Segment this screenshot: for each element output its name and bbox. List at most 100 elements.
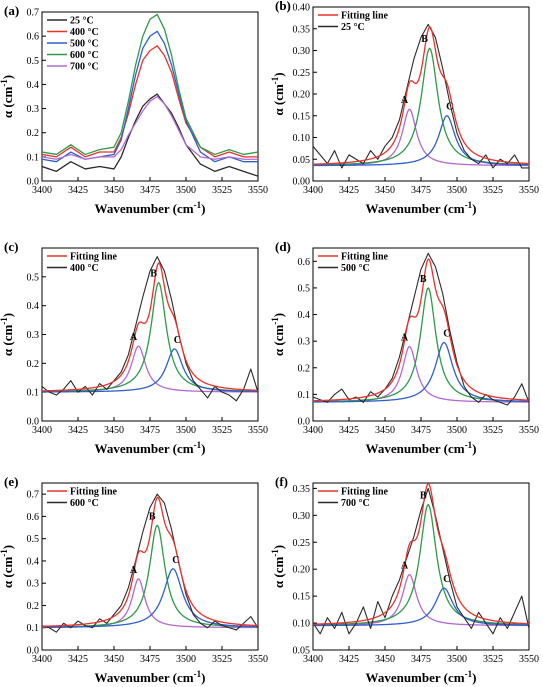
y-axis-label-sup: -1: [270, 76, 280, 84]
peak-label: C: [172, 555, 179, 566]
y-axis-label-close: ): [0, 313, 15, 317]
y-axis-label: α (cm-1): [270, 72, 286, 115]
measured-line: [313, 23, 529, 169]
y-tick-label: 0.40: [293, 3, 311, 14]
y-tick-label: 0.4: [298, 310, 311, 321]
legend-label: 25 °C: [70, 16, 94, 27]
peak-label: C: [443, 328, 450, 339]
panel-label: (a): [4, 3, 19, 18]
legend-label: 500 °C: [70, 39, 99, 50]
x-axis-label: Wavenumber (cm-1): [95, 200, 206, 216]
x-tick-label: 3525: [483, 185, 503, 196]
x-tick-label: 3475: [411, 185, 431, 196]
x-tick-label: 3475: [140, 185, 160, 196]
y-axis-label: α (cm-1): [270, 313, 286, 356]
y-axis-label: α (cm-1): [0, 75, 15, 118]
panel-b: 3400 3425 3450 3475 3500 3525 3550 0.00 0.05 0.10…: [270, 0, 539, 216]
panel-label: (c): [4, 239, 18, 254]
x-tick-label: 3525: [212, 185, 232, 196]
x-tick-label: 3400: [303, 185, 323, 196]
x-tick-label: 3525: [483, 654, 503, 665]
y-tick-label: 0.15: [293, 592, 311, 603]
peak-A-curve: [42, 578, 258, 629]
y-axis-label: α (cm-1): [0, 545, 15, 588]
y-tick-label: 0.00: [293, 177, 311, 188]
y-axis-label-sup: -1: [0, 549, 9, 557]
y-tick-label: 0.2: [27, 128, 40, 139]
measured-line: [42, 256, 258, 402]
x-tick-label: 3450: [104, 185, 124, 196]
y-tick-label: 0.0: [27, 417, 40, 428]
x-axis-label-close: ): [472, 201, 476, 216]
y-tick-label: 0.25: [293, 68, 311, 79]
plot-data: [42, 256, 258, 402]
x-tick-label: 3425: [339, 654, 359, 665]
x-axis-label-text: Wavenumber (cm: [366, 441, 465, 456]
panel-label: (e): [4, 474, 18, 489]
x-axis-label-text: Wavenumber (cm: [95, 441, 194, 456]
x-tick-label: 3475: [411, 425, 431, 436]
x-axis-label: Wavenumber (cm-1): [366, 440, 477, 456]
legend-label: Fitting line: [341, 487, 389, 498]
x-tick-label: 3425: [68, 425, 88, 436]
y-tick-label: 0.6: [27, 512, 40, 523]
x-axis-label-sup: -1: [194, 669, 202, 679]
x-axis-label-sup: -1: [465, 200, 473, 210]
peak-C-curve: [313, 341, 529, 403]
y-tick-label: 0.5: [298, 283, 311, 294]
y-tick-label: 0.05: [293, 646, 311, 657]
panel-label: (f): [275, 474, 288, 489]
peak-B-curve: [313, 504, 529, 626]
y-axis-label-text: α (cm: [271, 84, 286, 116]
y-tick-label: 0.6: [298, 257, 311, 268]
fit-line: [42, 496, 258, 627]
peak-label: A: [130, 565, 138, 576]
legend-label: 25 °C: [341, 22, 365, 33]
y-tick-label: 0.30: [293, 511, 311, 522]
x-tick-label: 3425: [339, 185, 359, 196]
x-axis-label-sup: -1: [194, 200, 202, 210]
panel-label: (b): [275, 0, 291, 13]
panel-f: 3400 3425 3450 3475 3500 3525 3550 0.05 0.10 0.15…: [270, 474, 539, 685]
legend-label: 700 °C: [70, 62, 99, 73]
x-tick-label: 3475: [411, 654, 431, 665]
x-axis-label-text: Wavenumber (cm: [366, 670, 465, 685]
y-axis-label-close: ): [0, 545, 15, 549]
x-tick-label: 3450: [104, 425, 124, 436]
peak-label: C: [446, 102, 453, 113]
x-tick-label: 3400: [303, 654, 323, 665]
x-tick-label: 3400: [32, 425, 52, 436]
x-axis-label: Wavenumber (cm-1): [95, 669, 206, 685]
legend-label: 400 °C: [70, 263, 99, 274]
y-axis-label-sup: -1: [270, 549, 280, 557]
peak-label: C: [174, 335, 181, 346]
panel-label: (d): [275, 239, 291, 254]
x-tick-label: 3500: [176, 425, 196, 436]
y-axis-label-text: α (cm: [0, 87, 15, 119]
x-tick-label: 3525: [483, 425, 503, 436]
y-tick-label: 0.4: [27, 80, 40, 91]
y-axis-label: α (cm-1): [0, 313, 15, 356]
x-tick-label: 3450: [104, 654, 124, 665]
peak-C-curve: [313, 587, 529, 627]
y-tick-label: 0.35: [293, 484, 311, 495]
legend-label: 500 °C: [341, 263, 370, 274]
x-tick-label: 3425: [68, 654, 88, 665]
y-tick-label: 0.2: [298, 363, 311, 374]
series-line-0: [42, 93, 258, 177]
x-axis-label-text: Wavenumber (cm: [366, 201, 465, 216]
y-tick-label: 0.5: [27, 534, 40, 545]
peak-label: A: [401, 95, 409, 106]
peak-A-curve: [313, 574, 529, 627]
y-tick-label: 0.1: [27, 623, 40, 634]
x-axis-label-close: ): [201, 670, 205, 685]
peak-B-curve: [313, 287, 529, 403]
y-tick-label: 0.4: [27, 301, 40, 312]
y-tick-label: 0.7: [27, 8, 40, 19]
x-tick-label: 3475: [140, 425, 160, 436]
y-tick-label: 0.10: [293, 133, 311, 144]
legend-label: Fitting line: [341, 252, 389, 263]
y-tick-label: 0.1: [27, 388, 40, 399]
